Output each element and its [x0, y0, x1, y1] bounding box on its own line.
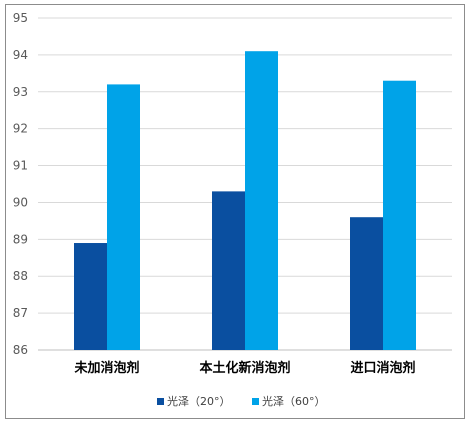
bar — [107, 84, 140, 351]
x-axis: 未加消泡剂 本土化新消泡剂 进口消泡剂 — [73, 360, 415, 376]
legend-swatch — [252, 398, 259, 405]
y-tick-label: 87 — [13, 306, 28, 320]
y-tick-label: 92 — [13, 122, 28, 136]
bar — [245, 51, 278, 350]
y-tick-label: 91 — [13, 159, 28, 173]
bar — [383, 80, 416, 350]
y-tick-label: 86 — [13, 343, 28, 357]
x-category-label: 进口消泡剂 — [350, 360, 415, 376]
bar — [212, 191, 245, 350]
y-axis-ticks: 86 87 88 89 90 91 92 93 94 95 — [13, 11, 28, 357]
legend-swatch — [157, 398, 164, 405]
y-tick-label: 94 — [13, 48, 28, 62]
legend-label: 光泽（60°） — [262, 394, 326, 408]
y-tick-label: 90 — [13, 195, 28, 209]
y-tick-label: 88 — [13, 269, 28, 283]
bar — [74, 243, 107, 350]
bars — [74, 51, 416, 351]
y-tick-label: 89 — [13, 232, 28, 246]
x-category-label: 本土化新消泡剂 — [199, 360, 290, 376]
bar — [350, 217, 383, 350]
y-tick-label: 95 — [13, 11, 28, 25]
y-tick-label: 93 — [13, 85, 28, 99]
x-category-label: 未加消泡剂 — [73, 360, 139, 376]
legend-label: 光泽（20°） — [167, 394, 231, 408]
legend: 光泽（20°） 光泽（60°） — [157, 394, 326, 408]
